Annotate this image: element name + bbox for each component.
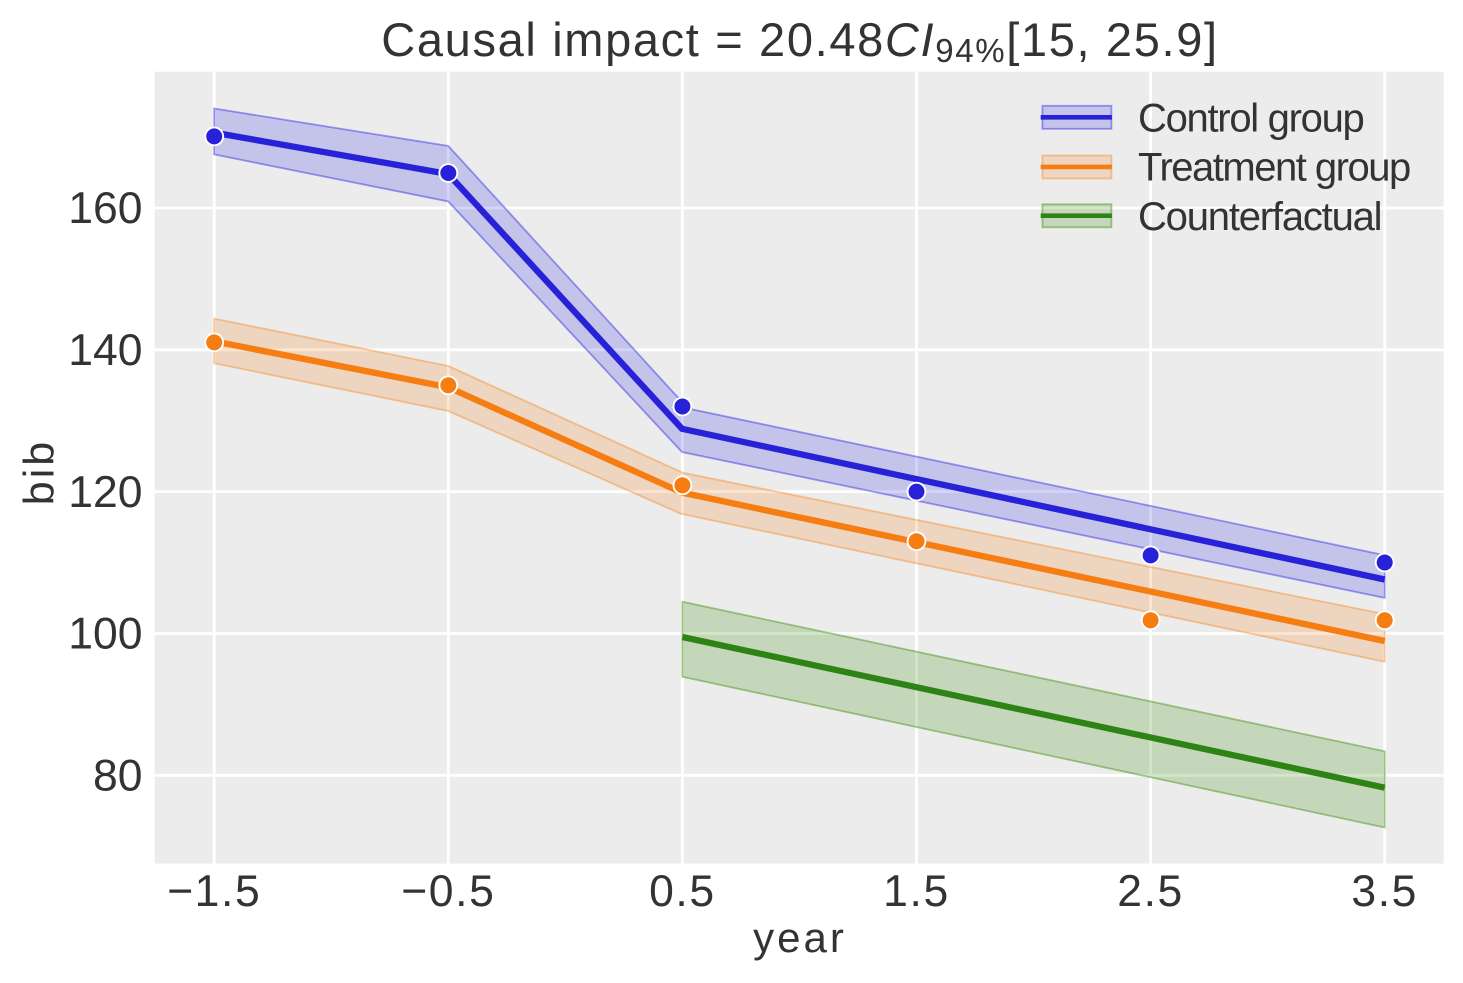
- svg-text:3.5: 3.5: [1351, 867, 1418, 916]
- svg-text:80: 80: [93, 752, 143, 801]
- svg-text:−1.5: −1.5: [167, 867, 261, 916]
- svg-text:Causal impact = 20.48CI94%[15,: Causal impact = 20.48CI94%[15, 25.9]: [381, 13, 1218, 69]
- svg-text:0.5: 0.5: [649, 867, 716, 916]
- svg-text:140: 140: [68, 326, 142, 375]
- svg-text:100: 100: [68, 610, 142, 659]
- svg-text:Control group: Control group: [1138, 97, 1364, 141]
- svg-text:120: 120: [68, 468, 142, 517]
- svg-text:160: 160: [68, 184, 142, 233]
- svg-text:Counterfactual: Counterfactual: [1138, 195, 1381, 239]
- svg-text:bib: bib: [16, 439, 64, 505]
- svg-text:2.5: 2.5: [1117, 867, 1184, 916]
- svg-text:year: year: [753, 914, 847, 961]
- svg-text:−0.5: −0.5: [401, 867, 495, 916]
- svg-text:Treatment group: Treatment group: [1138, 146, 1410, 190]
- svg-text:1.5: 1.5: [883, 867, 950, 916]
